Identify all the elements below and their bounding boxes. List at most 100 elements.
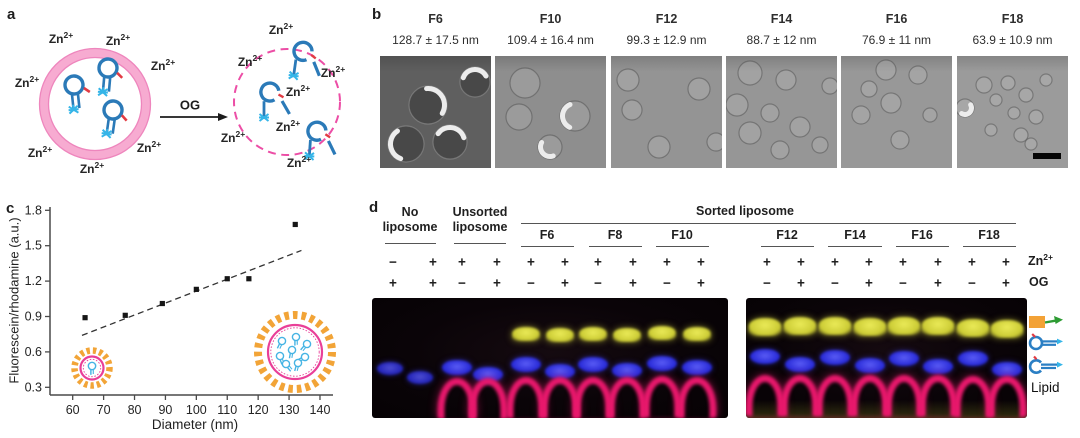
x-tick-label: 90 bbox=[158, 403, 172, 417]
data-point bbox=[82, 315, 88, 321]
og-condition-symbol: − bbox=[968, 275, 976, 291]
gel-band-blue bbox=[647, 356, 677, 371]
y-tick-label: 1.8 bbox=[25, 203, 42, 217]
y-tick-label: 1.2 bbox=[25, 274, 42, 288]
y-tick-label: 0.9 bbox=[25, 310, 42, 324]
zn-condition-symbol: + bbox=[458, 254, 466, 270]
gel-band-pink bbox=[468, 378, 508, 418]
large-liposome-icon bbox=[254, 311, 336, 393]
og-condition-symbol: − bbox=[899, 275, 907, 291]
x-tick-label: 80 bbox=[128, 403, 142, 417]
data-point bbox=[292, 221, 298, 228]
panel-b-label: b bbox=[372, 6, 382, 23]
zn-ion-label: Zn2+ bbox=[268, 21, 294, 37]
zn-ion-label: Zn2+ bbox=[285, 83, 311, 99]
group-underline bbox=[454, 243, 506, 245]
zn-condition-symbol: + bbox=[968, 254, 976, 270]
og-condition-symbol: − bbox=[594, 275, 602, 291]
gel-band-blue bbox=[923, 359, 953, 374]
y-tick-label: 0.6 bbox=[25, 345, 42, 359]
fraction-size-label: 128.7 ± 17.5 nm bbox=[392, 33, 479, 47]
dna-probe-icon bbox=[1029, 316, 1063, 328]
gel-band-blue bbox=[855, 358, 885, 373]
og-condition-symbol: + bbox=[493, 275, 501, 291]
tem-image-f6 bbox=[380, 56, 491, 168]
gel-band-yellow bbox=[818, 317, 852, 335]
og-condition-symbol: + bbox=[429, 275, 437, 291]
data-point bbox=[193, 286, 199, 292]
og-label: OG bbox=[179, 97, 201, 113]
group-header-line2: liposome bbox=[382, 220, 438, 234]
zn-condition-symbol: + bbox=[934, 254, 942, 270]
zn-condition-symbol: + bbox=[797, 254, 805, 270]
fraction-header: F8 bbox=[607, 228, 623, 242]
fraction-size-label: 99.3 ± 12.9 nm bbox=[626, 33, 707, 47]
og-condition-symbol: + bbox=[629, 275, 637, 291]
fraction-header: F16 bbox=[911, 228, 933, 242]
og-condition-symbol: + bbox=[697, 275, 705, 291]
gel-band-yellow bbox=[512, 327, 540, 341]
zn-ion-label: Zn2+ bbox=[220, 129, 246, 145]
closed-beacon-icon bbox=[1028, 333, 1063, 351]
fraction-header: F12 bbox=[776, 228, 798, 242]
lipid-legend-label: Lipid bbox=[1031, 380, 1060, 395]
gel-band-pink bbox=[642, 376, 682, 417]
x-axis-title: Diameter (nm) bbox=[151, 417, 239, 432]
fraction-size-label: 63.9 ± 10.9 nm bbox=[972, 33, 1053, 47]
gel-band-yellow bbox=[748, 318, 782, 336]
intact-liposome-illustration bbox=[38, 47, 152, 161]
og-condition-symbol: − bbox=[663, 275, 671, 291]
gel-band-pink bbox=[746, 375, 785, 416]
gel-band-yellow bbox=[887, 317, 921, 335]
group-header-line1: Unsorted bbox=[452, 205, 508, 219]
permeabilized-liposome-illustration bbox=[233, 39, 341, 164]
scale-bar bbox=[1033, 153, 1061, 159]
sorted-liposome-underline bbox=[521, 223, 1016, 225]
fraction-header: F10 bbox=[671, 228, 693, 242]
gel-band-yellow bbox=[579, 327, 607, 341]
small-liposome-icon bbox=[71, 347, 113, 389]
og-condition-symbol: − bbox=[458, 275, 466, 291]
gel-band-yellow bbox=[990, 320, 1024, 338]
zn-condition-symbol: + bbox=[899, 254, 907, 270]
zn-condition-symbol: + bbox=[527, 254, 535, 270]
zn-ion-label: Zn2+ bbox=[105, 32, 131, 48]
zn-condition-symbol: + bbox=[831, 254, 839, 270]
tem-image-f14 bbox=[726, 56, 837, 168]
x-tick-label: 130 bbox=[279, 403, 300, 417]
gel-band-yellow bbox=[921, 317, 955, 335]
fraction-header: F14 bbox=[844, 228, 866, 242]
gel-band-yellow bbox=[853, 318, 887, 336]
gel-band-blue bbox=[958, 351, 988, 366]
og-row-label: OG bbox=[1029, 275, 1049, 289]
panel-d-label: d bbox=[369, 199, 379, 216]
fraction-header: F18 bbox=[978, 228, 1000, 242]
og-condition-symbol: + bbox=[561, 275, 569, 291]
gel-image-right bbox=[746, 298, 1027, 418]
fraction-name-label: F10 bbox=[539, 12, 562, 26]
y-axis-title: Fluorescein/rhodamine (a.u.) bbox=[6, 217, 22, 384]
fraction-underline bbox=[963, 246, 1016, 248]
zn-condition-symbol: + bbox=[697, 254, 705, 270]
fraction-header: F6 bbox=[539, 228, 555, 242]
group-header-line2: liposome bbox=[452, 220, 508, 234]
fraction-name-label: F12 bbox=[655, 12, 678, 26]
og-arrow bbox=[160, 113, 228, 121]
gel-band-blue bbox=[377, 362, 403, 375]
gel-band-blue bbox=[889, 351, 919, 366]
fraction-underline bbox=[656, 246, 709, 248]
panel-a-label: a bbox=[7, 6, 16, 23]
sorted-liposome-header: Sorted liposome bbox=[696, 204, 794, 218]
gel-band-pink bbox=[780, 375, 820, 416]
zn-ion-label: Zn2+ bbox=[237, 53, 263, 69]
zn-condition-symbol: + bbox=[594, 254, 602, 270]
gel-band-pink bbox=[677, 377, 717, 418]
gel-legend-icons bbox=[1028, 316, 1063, 374]
group-header-line1: No bbox=[401, 205, 419, 219]
gel-band-blue bbox=[612, 363, 642, 378]
data-point bbox=[224, 276, 230, 282]
data-point bbox=[159, 300, 165, 307]
fraction-underline bbox=[761, 246, 814, 248]
gel-band-yellow bbox=[648, 326, 676, 340]
y-tick-label: 0.3 bbox=[25, 380, 42, 394]
